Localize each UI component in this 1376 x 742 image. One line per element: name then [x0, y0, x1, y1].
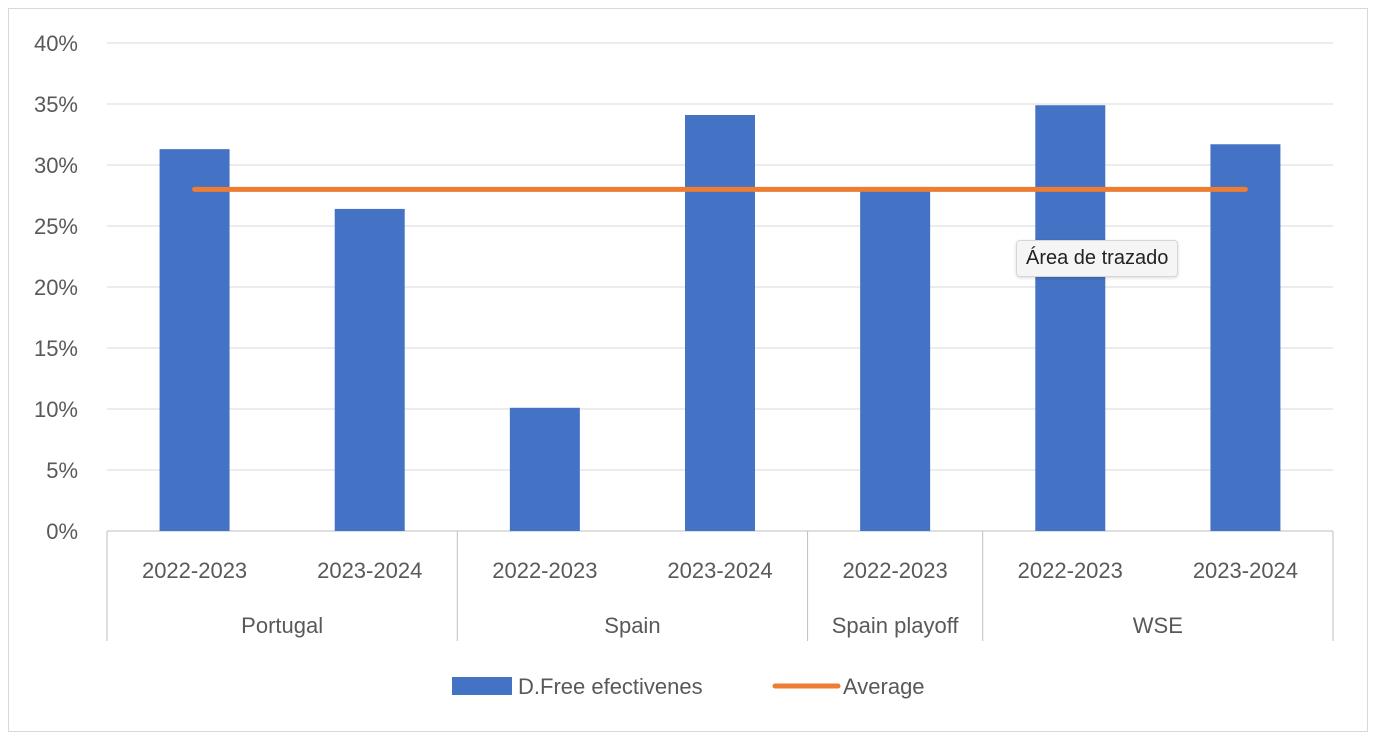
- y-tick-label: 10%: [34, 397, 78, 422]
- bar: [1035, 105, 1106, 531]
- x-tick-label: 2022-2023: [142, 558, 247, 583]
- plot-area-tooltip: Área de trazado: [1016, 240, 1179, 277]
- legend-swatch-bars: [452, 677, 512, 695]
- y-tick-label: 0%: [46, 519, 78, 544]
- x-tick-label: 2022-2023: [492, 558, 597, 583]
- x-tick-label: 2023-2024: [317, 558, 422, 583]
- group-label: Spain: [604, 613, 660, 638]
- y-tick-label: 40%: [34, 31, 78, 56]
- y-tick-label: 15%: [34, 336, 78, 361]
- bar: [334, 208, 405, 532]
- group-label: Portugal: [241, 613, 323, 638]
- x-tick-label: 2022-2023: [1018, 558, 1123, 583]
- y-tick-label: 30%: [34, 153, 78, 178]
- group-label: Spain playoff: [832, 613, 960, 638]
- x-tick-label: 2023-2024: [1193, 558, 1298, 583]
- bar: [685, 114, 755, 531]
- y-tick-label: 5%: [46, 458, 78, 483]
- bar: [860, 190, 931, 531]
- x-tick-label: 2022-2023: [843, 558, 948, 583]
- legend-label: Average: [843, 674, 925, 699]
- bar: [509, 407, 580, 531]
- y-tick-label: 25%: [34, 214, 78, 239]
- group-label: WSE: [1133, 613, 1183, 638]
- y-tick-label: 20%: [34, 275, 78, 300]
- legend-label: D.Free efectivenes: [518, 674, 703, 699]
- x-tick-label: 2023-2024: [667, 558, 772, 583]
- bar: [1210, 144, 1281, 531]
- bar: [159, 149, 230, 531]
- y-tick-label: 35%: [34, 92, 78, 117]
